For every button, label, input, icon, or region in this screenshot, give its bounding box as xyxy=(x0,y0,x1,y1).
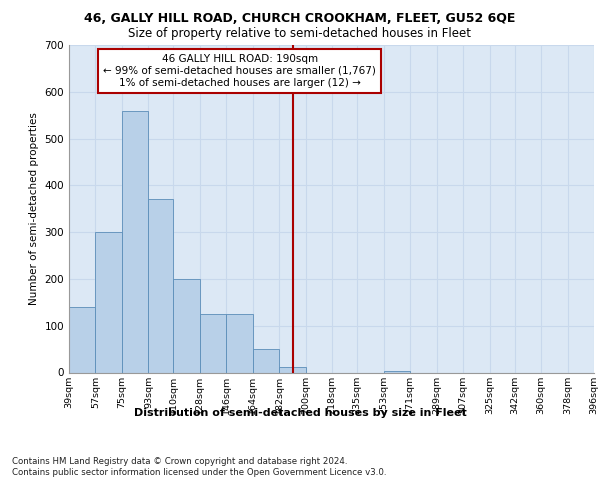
Text: Distribution of semi-detached houses by size in Fleet: Distribution of semi-detached houses by … xyxy=(134,408,466,418)
Bar xyxy=(384,371,410,372)
Bar xyxy=(69,307,95,372)
Bar xyxy=(173,279,200,372)
Bar xyxy=(226,314,253,372)
Bar xyxy=(200,314,226,372)
Text: Contains HM Land Registry data © Crown copyright and database right 2024.
Contai: Contains HM Land Registry data © Crown c… xyxy=(12,458,386,477)
Bar xyxy=(279,367,306,372)
Y-axis label: Number of semi-detached properties: Number of semi-detached properties xyxy=(29,112,39,305)
Text: 46 GALLY HILL ROAD: 190sqm
← 99% of semi-detached houses are smaller (1,767)
1% : 46 GALLY HILL ROAD: 190sqm ← 99% of semi… xyxy=(103,54,376,88)
Bar xyxy=(148,200,173,372)
Text: Size of property relative to semi-detached houses in Fleet: Size of property relative to semi-detach… xyxy=(128,28,472,40)
Bar xyxy=(253,349,279,372)
Bar xyxy=(95,232,122,372)
Bar xyxy=(122,110,148,372)
Text: 46, GALLY HILL ROAD, CHURCH CROOKHAM, FLEET, GU52 6QE: 46, GALLY HILL ROAD, CHURCH CROOKHAM, FL… xyxy=(85,12,515,26)
